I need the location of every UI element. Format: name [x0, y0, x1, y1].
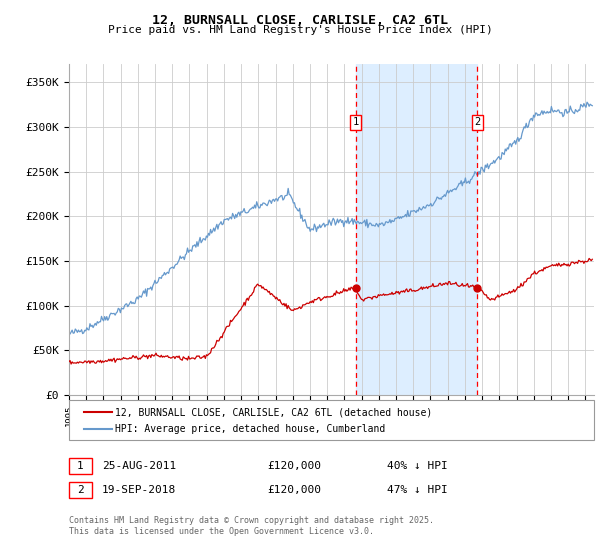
Text: 40% ↓ HPI: 40% ↓ HPI: [387, 461, 448, 471]
Text: Contains HM Land Registry data © Crown copyright and database right 2025.
This d: Contains HM Land Registry data © Crown c…: [69, 516, 434, 536]
Text: 19-SEP-2018: 19-SEP-2018: [102, 485, 176, 495]
Text: 1: 1: [77, 461, 84, 471]
Text: 2: 2: [77, 485, 84, 495]
Text: £120,000: £120,000: [267, 485, 321, 495]
Text: HPI: Average price, detached house, Cumberland: HPI: Average price, detached house, Cumb…: [115, 423, 385, 433]
Text: 12, BURNSALL CLOSE, CARLISLE, CA2 6TL (detached house): 12, BURNSALL CLOSE, CARLISLE, CA2 6TL (d…: [115, 407, 433, 417]
Text: 47% ↓ HPI: 47% ↓ HPI: [387, 485, 448, 495]
Text: Price paid vs. HM Land Registry's House Price Index (HPI): Price paid vs. HM Land Registry's House …: [107, 25, 493, 35]
Text: 12, BURNSALL CLOSE, CARLISLE, CA2 6TL: 12, BURNSALL CLOSE, CARLISLE, CA2 6TL: [152, 14, 448, 27]
Text: 1: 1: [352, 118, 359, 128]
Text: 25-AUG-2011: 25-AUG-2011: [102, 461, 176, 471]
Text: £120,000: £120,000: [267, 461, 321, 471]
Text: 2: 2: [474, 118, 481, 128]
Bar: [356, 64, 477, 395]
